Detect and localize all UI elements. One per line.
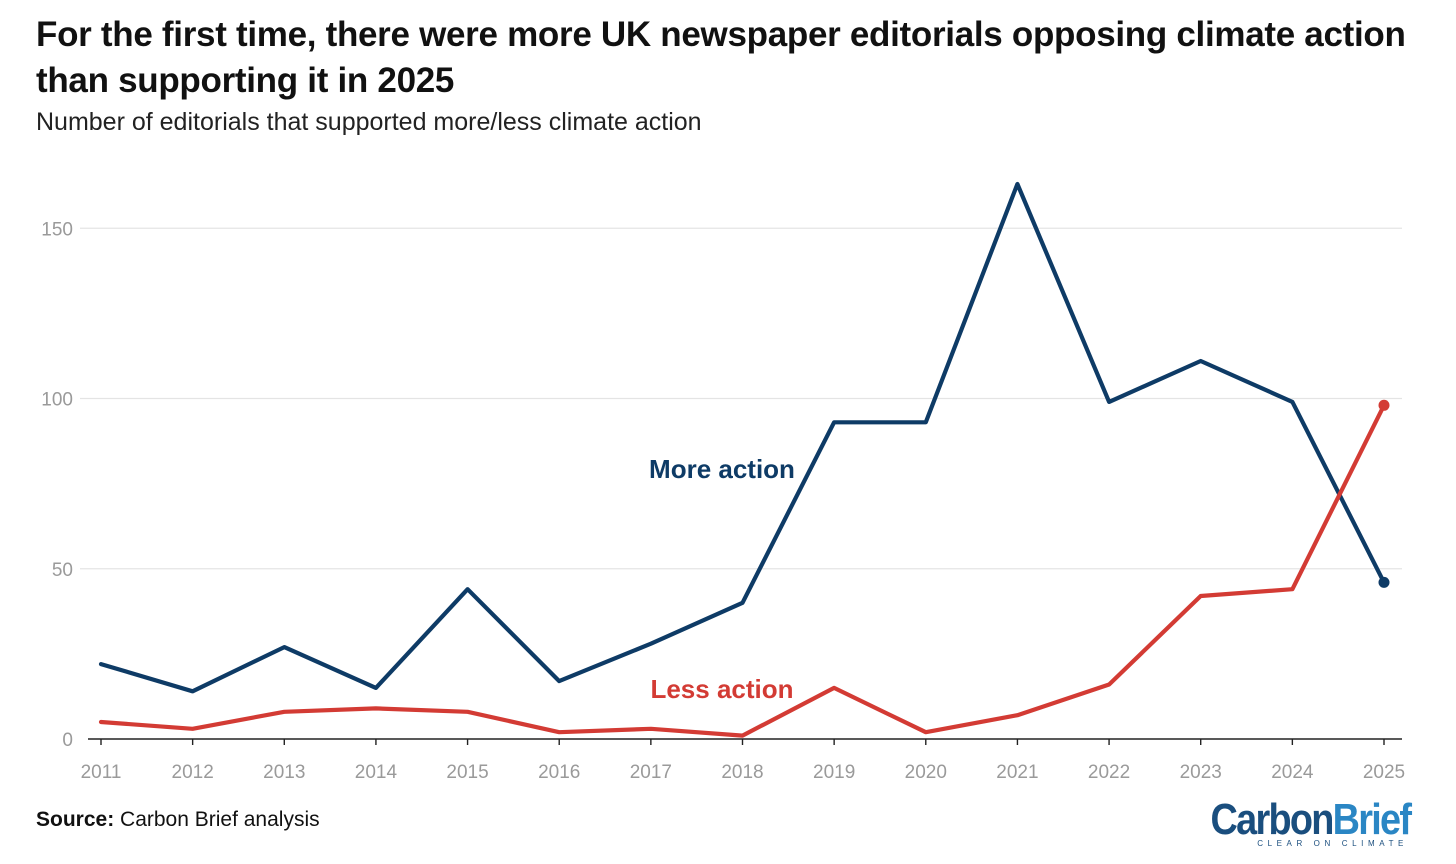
y-tick-label-50: 50 <box>52 560 73 581</box>
carbon-brief-logo: CarbonBrief CLEAR ON CLIMATE <box>1178 795 1411 849</box>
x-tick-label-2012: 2012 <box>172 762 214 783</box>
x-tick-label-2021: 2021 <box>996 762 1038 783</box>
x-tick-label-2018: 2018 <box>721 762 763 783</box>
y-tick-label-150: 150 <box>41 219 73 240</box>
point-more-2025 <box>1378 576 1390 588</box>
logo-wordmark: CarbonBrief <box>1210 795 1411 844</box>
x-tick-label-2019: 2019 <box>813 762 855 783</box>
logo-brief: Brief <box>1332 795 1411 844</box>
series-line-less <box>98 403 1387 738</box>
point-less-2025 <box>1378 399 1390 411</box>
x-tick-label-2013: 2013 <box>263 762 305 783</box>
x-tick-label-2025: 2025 <box>1363 762 1405 783</box>
x-tick-label-2023: 2023 <box>1180 762 1222 783</box>
x-tick-label-2024: 2024 <box>1271 762 1314 783</box>
x-tick-label-2014: 2014 <box>355 762 398 783</box>
logo-carbon: Carbon <box>1210 795 1334 844</box>
source-text: Carbon Brief analysis <box>120 808 320 831</box>
y-tick-label-0: 0 <box>62 730 73 751</box>
x-tick-label-2016: 2016 <box>538 762 580 783</box>
x-tick-label-2011: 2011 <box>81 762 122 783</box>
chart-title: For the first time, there were more UK n… <box>36 15 1406 100</box>
series-label-more: More action <box>649 454 795 484</box>
series-line-more <box>98 181 1387 694</box>
y-tick-label-100: 100 <box>41 390 73 411</box>
x-tick-label-2015: 2015 <box>446 762 488 783</box>
x-tick-label-2022: 2022 <box>1088 762 1130 783</box>
x-tick-label-2017: 2017 <box>630 762 672 783</box>
source-note: Source: Carbon Brief analysis <box>36 808 320 832</box>
x-tick-label-2020: 2020 <box>905 762 947 783</box>
logo-tagline: CLEAR ON CLIMATE <box>1257 839 1408 848</box>
chart-subtitle: Number of editorials that supported more… <box>36 108 702 136</box>
source-label: Source: <box>36 808 115 831</box>
series-label-less: Less action <box>650 674 793 704</box>
